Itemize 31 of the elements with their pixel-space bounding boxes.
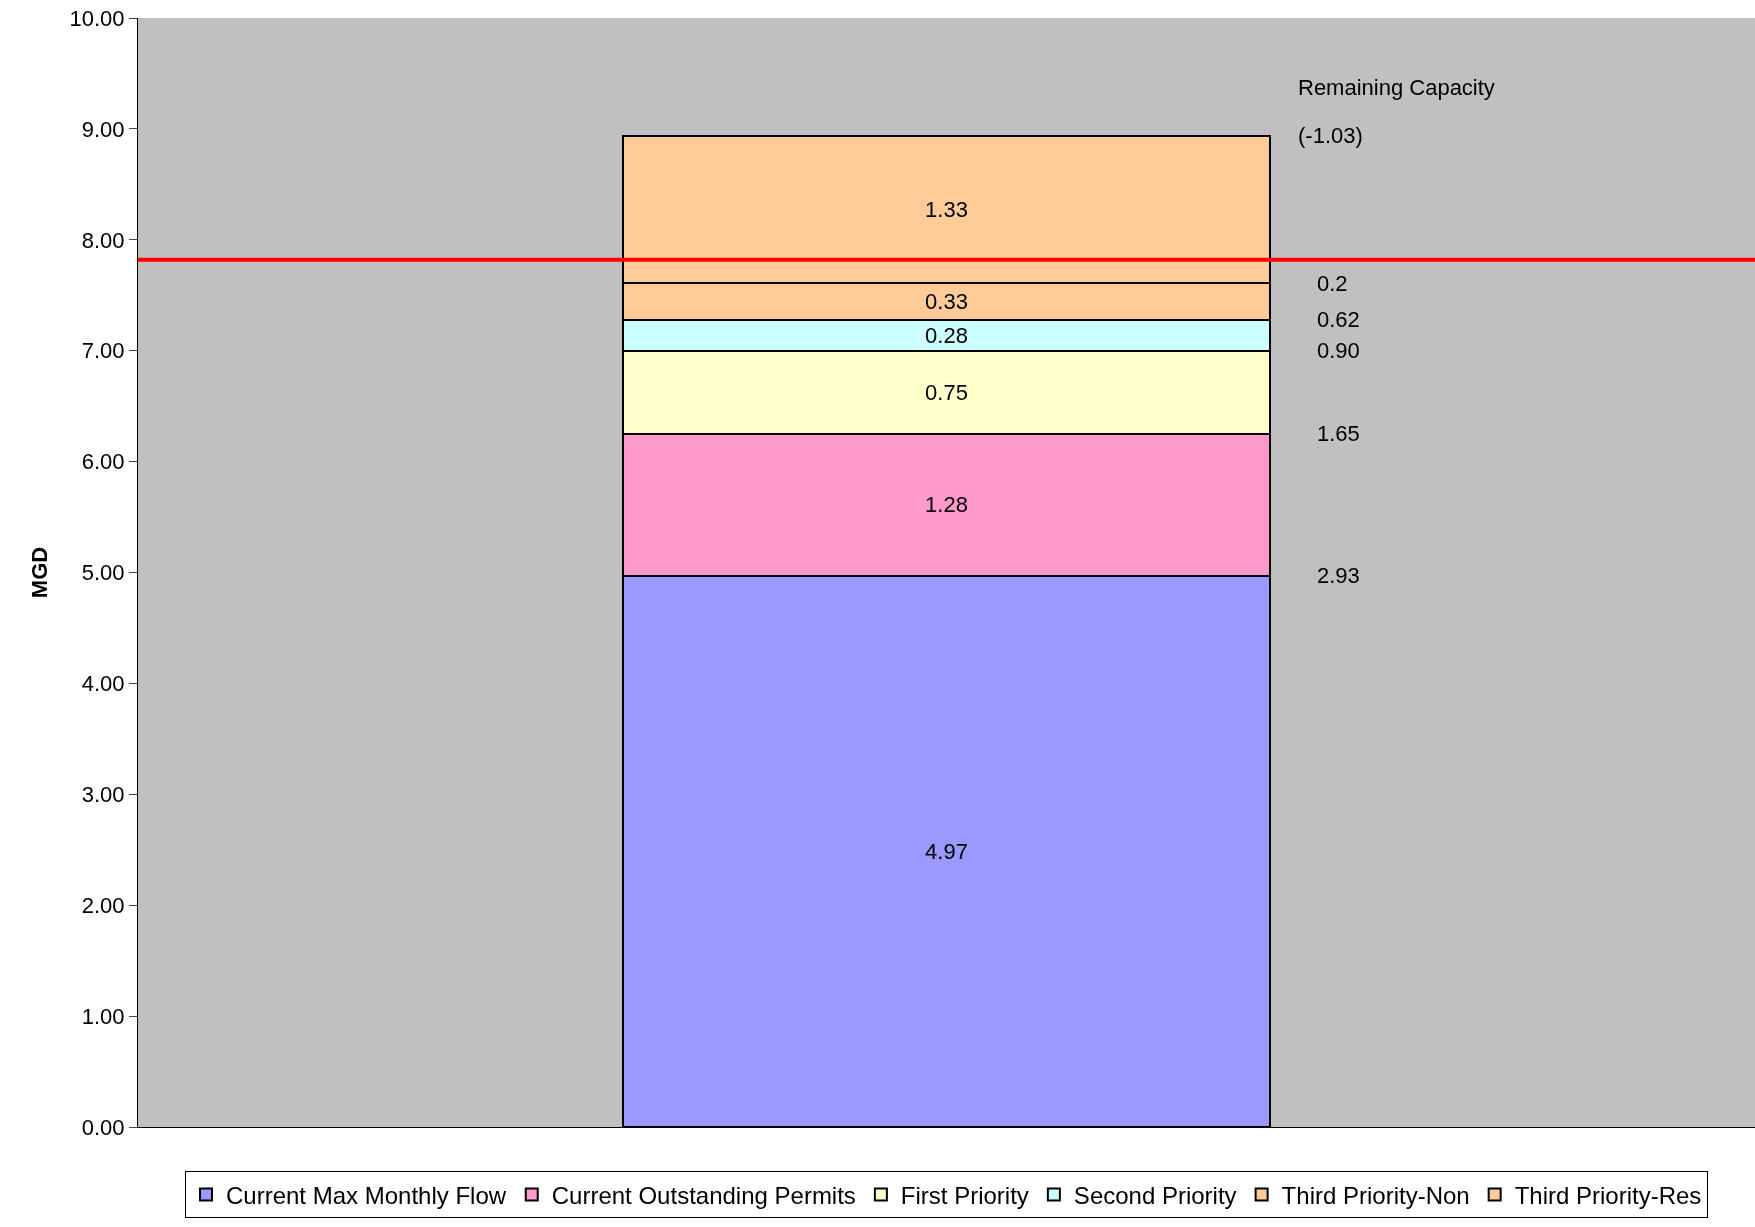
y-axis-title: MGD <box>27 546 53 599</box>
y-tick-label: 3.00 <box>81 782 125 807</box>
y-tick-label: 2.00 <box>81 892 125 918</box>
legend-label: First Priority <box>900 1181 1029 1209</box>
annotation: 2.93 <box>1317 563 1360 588</box>
y-tick-label: 1.00 <box>81 1003 125 1029</box>
data-label: 1.33 <box>925 196 968 222</box>
annotation: 0.90 <box>1317 338 1360 363</box>
y-tick-label: 0.00 <box>81 1114 125 1140</box>
data-label: 1.28 <box>925 492 968 518</box>
y-tick-label: 8.00 <box>81 227 125 253</box>
y-tick-label: 7.00 <box>81 338 125 364</box>
legend-label: Current Max Monthly Flow <box>226 1181 507 1209</box>
data-label: 4.97 <box>925 838 968 864</box>
y-tick-label: 4.00 <box>81 671 125 697</box>
legend-label: Current Outstanding Permits <box>551 1181 856 1209</box>
legend-label: Third Priority-Res <box>1514 1181 1702 1209</box>
annotation: Remaining Capacity <box>1298 75 1495 100</box>
y-tick-label: 10.00 <box>69 5 125 31</box>
y-tick-label: 9.00 <box>81 116 125 142</box>
data-label: 0.28 <box>925 322 968 348</box>
data-label: 0.75 <box>925 379 968 405</box>
legend-label: Third Priority-Non <box>1281 1181 1470 1209</box>
annotation: 1.65 <box>1317 421 1360 446</box>
annotation: 0.2 <box>1317 271 1348 296</box>
annotation: 0.62 <box>1317 307 1360 332</box>
legend-label: Second Priority <box>1073 1181 1237 1209</box>
data-label: 0.33 <box>925 288 968 314</box>
y-tick-label: 6.00 <box>81 449 125 475</box>
annotation: (-1.03) <box>1298 123 1363 148</box>
y-tick-label: 5.00 <box>81 560 125 586</box>
